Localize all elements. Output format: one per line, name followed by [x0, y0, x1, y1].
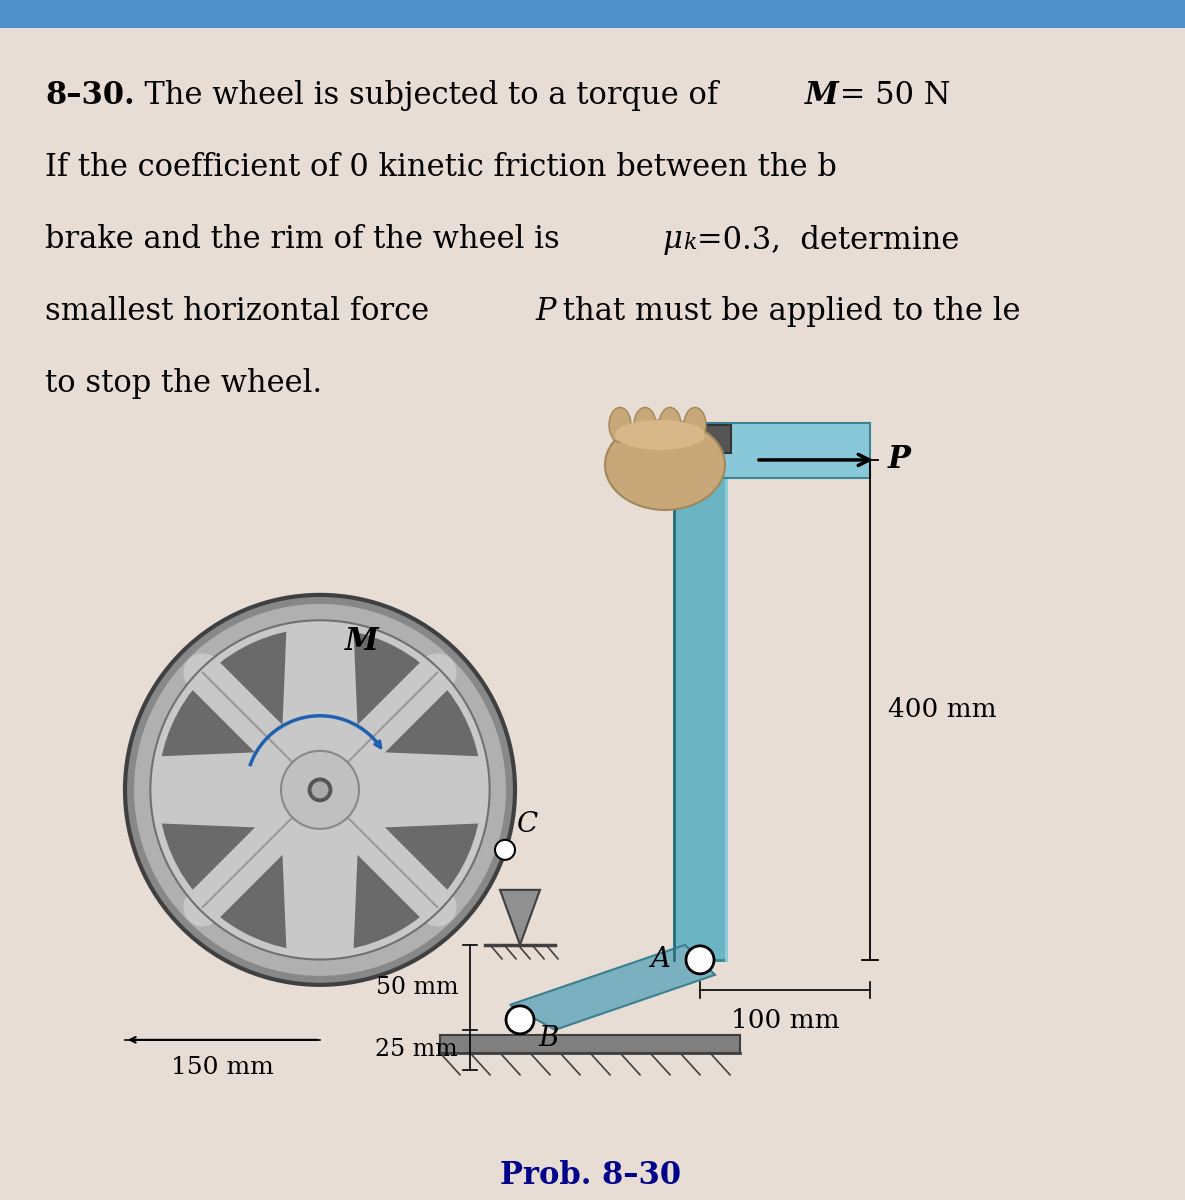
Ellipse shape	[615, 420, 705, 450]
Circle shape	[312, 782, 328, 798]
Text: B: B	[538, 1025, 558, 1052]
Ellipse shape	[609, 408, 630, 443]
Bar	[670, 425, 731, 452]
Polygon shape	[353, 631, 479, 756]
Text: 100 mm: 100 mm	[731, 1008, 839, 1033]
Polygon shape	[161, 631, 287, 756]
Circle shape	[686, 946, 715, 974]
Text: 50 mm: 50 mm	[376, 976, 457, 998]
Circle shape	[506, 1006, 534, 1034]
Ellipse shape	[634, 408, 656, 443]
Text: 150 mm: 150 mm	[171, 1056, 274, 1079]
Text: brake and the rim of the wheel is: brake and the rim of the wheel is	[45, 224, 570, 254]
Text: P: P	[534, 296, 556, 326]
Circle shape	[308, 778, 332, 802]
Circle shape	[135, 605, 505, 976]
Text: C: C	[517, 811, 538, 838]
Bar	[690, 422, 870, 478]
Text: P: P	[888, 444, 911, 475]
Text: μ: μ	[662, 224, 683, 254]
Circle shape	[124, 595, 515, 985]
Text: 25 mm: 25 mm	[376, 1038, 457, 1061]
Text: =0.3,  determine: =0.3, determine	[697, 224, 960, 254]
Ellipse shape	[659, 408, 681, 443]
Text: If the coefficient of 0 kinetic friction between the b: If the coefficient of 0 kinetic friction…	[45, 152, 837, 182]
Polygon shape	[500, 890, 540, 944]
Polygon shape	[510, 944, 715, 1030]
Text: M: M	[805, 80, 839, 110]
Text: The wheel is subjected to a torque of: The wheel is subjected to a torque of	[124, 80, 728, 110]
Ellipse shape	[684, 408, 706, 443]
Circle shape	[150, 620, 489, 960]
Text: k: k	[683, 232, 697, 254]
Text: M: M	[345, 626, 379, 658]
Text: = 50 N: = 50 N	[830, 80, 950, 110]
Text: that must be applied to the le: that must be applied to the le	[553, 296, 1020, 326]
Text: smallest horizontal force: smallest horizontal force	[45, 296, 438, 326]
Circle shape	[281, 751, 359, 829]
Text: to stop the wheel.: to stop the wheel.	[45, 368, 322, 398]
Text: A: A	[651, 947, 670, 973]
Ellipse shape	[606, 420, 725, 510]
Polygon shape	[353, 823, 479, 948]
Polygon shape	[161, 823, 287, 948]
Bar	[0, 0, 1185, 28]
Text: 400 mm: 400 mm	[888, 697, 997, 722]
Text: Prob. 8–30: Prob. 8–30	[500, 1160, 680, 1190]
Circle shape	[495, 840, 515, 860]
Text: 8–30.: 8–30.	[45, 80, 135, 110]
Bar	[440, 1034, 739, 1052]
Bar	[674, 455, 726, 960]
